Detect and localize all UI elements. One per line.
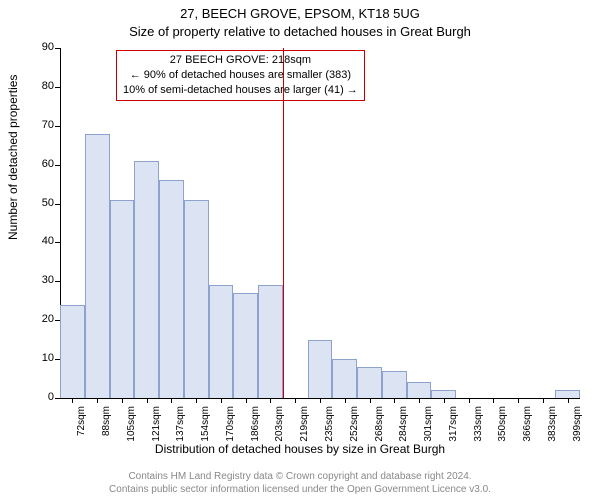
xtick-mark [270, 398, 271, 403]
ytick-label: 30 [30, 274, 54, 286]
histogram-bar [258, 285, 283, 398]
histogram-bar [60, 305, 85, 398]
xtick-mark [568, 398, 569, 403]
histogram-bar [431, 390, 456, 398]
ytick-mark [55, 48, 60, 49]
histogram-bar [555, 390, 580, 398]
annotation-line3: 10% of semi-detached houses are larger (… [123, 83, 358, 98]
ytick-label: 80 [30, 80, 54, 92]
ytick-label: 10 [30, 352, 54, 364]
ytick-label: 20 [30, 313, 54, 325]
annotation-box: 27 BEECH GROVE: 218sqm ← 90% of detached… [116, 50, 365, 101]
ytick-label: 70 [30, 119, 54, 131]
footer-line1: Contains HM Land Registry data © Crown c… [2, 471, 598, 484]
histogram-bar [332, 359, 357, 398]
ytick-mark [55, 398, 60, 399]
xtick-mark [97, 398, 98, 403]
chart-title-line2: Size of property relative to detached ho… [0, 24, 600, 39]
xtick-mark [370, 398, 371, 403]
histogram-bar [382, 371, 407, 398]
xtick-mark [345, 398, 346, 403]
histogram-bar [134, 161, 159, 398]
xtick-mark [246, 398, 247, 403]
histogram-bar [85, 134, 110, 398]
xtick-mark [221, 398, 222, 403]
xtick-mark [469, 398, 470, 403]
chart-title-line1: 27, BEECH GROVE, EPSOM, KT18 5UG [0, 6, 600, 21]
ytick-mark [55, 87, 60, 88]
histogram-bar [159, 180, 184, 398]
x-axis-label: Distribution of detached houses by size … [0, 442, 600, 456]
ytick-mark [55, 242, 60, 243]
histogram-bar [357, 367, 382, 398]
xtick-mark [493, 398, 494, 403]
xtick-mark [147, 398, 148, 403]
xtick-mark [72, 398, 73, 403]
xtick-mark [122, 398, 123, 403]
histogram-bar [233, 293, 258, 398]
annotation-line2: ← 90% of detached houses are smaller (38… [123, 68, 358, 83]
histogram-bar [110, 200, 135, 398]
xtick-mark [444, 398, 445, 403]
footer-attribution: Contains HM Land Registry data © Crown c… [2, 471, 598, 496]
histogram-bar [184, 200, 209, 398]
histogram-bar [407, 382, 432, 398]
xtick-mark [295, 398, 296, 403]
xtick-mark [518, 398, 519, 403]
ytick-mark [55, 281, 60, 282]
histogram-bar [209, 285, 234, 398]
xtick-mark [196, 398, 197, 403]
xtick-mark [419, 398, 420, 403]
ytick-label: 40 [30, 235, 54, 247]
xtick-mark [320, 398, 321, 403]
xtick-mark [394, 398, 395, 403]
y-axis-label: Number of detached properties [6, 75, 20, 240]
ytick-label: 60 [30, 158, 54, 170]
ytick-label: 50 [30, 197, 54, 209]
ytick-mark [55, 165, 60, 166]
annotation-line1: 27 BEECH GROVE: 218sqm [123, 53, 358, 68]
histogram-bar [308, 340, 333, 398]
ytick-label: 90 [30, 41, 54, 53]
ytick-mark [55, 204, 60, 205]
footer-line2: Contains public sector information licen… [2, 484, 598, 497]
ytick-label: 0 [30, 391, 54, 403]
xtick-mark [171, 398, 172, 403]
ytick-mark [55, 126, 60, 127]
xtick-mark [543, 398, 544, 403]
